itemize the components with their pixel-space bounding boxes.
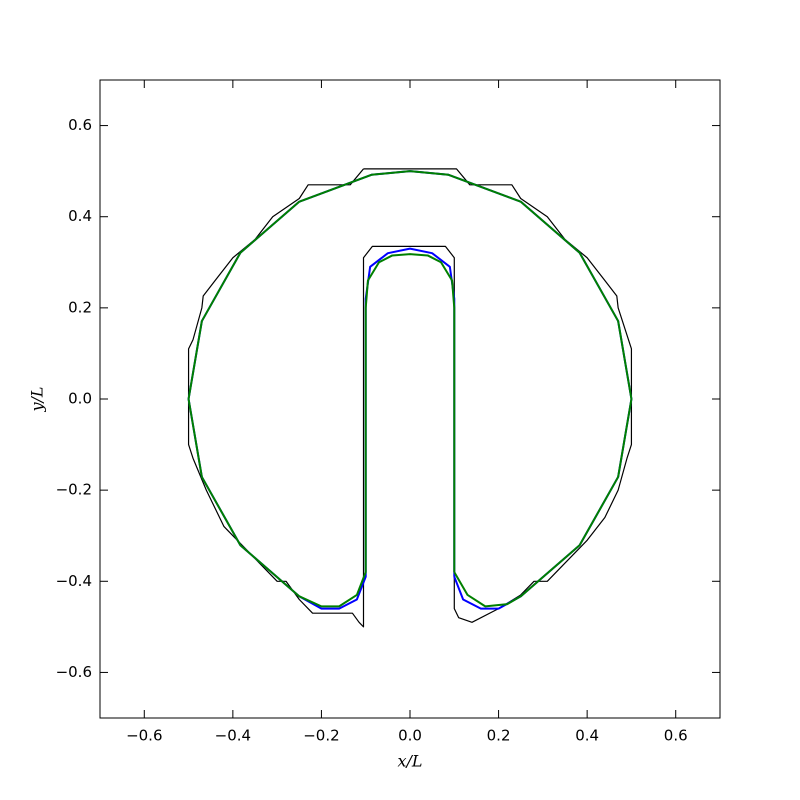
x-tick-label: −0.4 <box>215 727 251 745</box>
line-series <box>187 168 633 628</box>
y-axis-label: y/L <box>28 386 47 412</box>
x-tick-label: 0.4 <box>575 727 599 745</box>
x-tick-label: 0.2 <box>487 727 511 745</box>
x-tick-label: 0.6 <box>664 727 688 745</box>
y-tick-label: −0.6 <box>56 663 92 681</box>
y-tick-label: 0.0 <box>68 390 92 408</box>
plot-frame <box>99 79 721 719</box>
x-tick-label: 0.0 <box>398 727 422 745</box>
y-tick-label: 0.2 <box>68 298 92 316</box>
y-tick-label: 0.4 <box>68 207 92 225</box>
x-axis-label: x/L <box>397 752 422 771</box>
x-tick-label: −0.2 <box>303 727 339 745</box>
y-tick-label: −0.4 <box>56 572 92 590</box>
line-series <box>187 170 633 608</box>
y-tick-label: −0.2 <box>56 481 92 499</box>
x-tick-label: −0.6 <box>126 727 162 745</box>
y-tick-label: 0.6 <box>68 116 92 134</box>
